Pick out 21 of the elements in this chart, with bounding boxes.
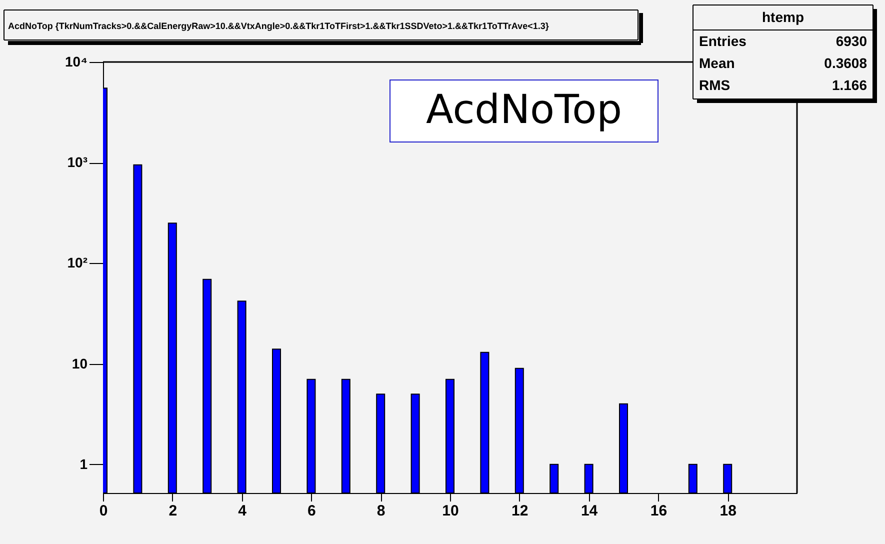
y-tick-label: 10³ xyxy=(67,154,88,170)
y-tick-label: 10² xyxy=(67,254,88,271)
x-tick-label: 2 xyxy=(168,502,178,520)
x-tick-label: 14 xyxy=(580,502,598,520)
y-tick-label: 1 xyxy=(80,456,88,472)
x-tick-label: 16 xyxy=(650,502,668,520)
text: Entries 6930 xyxy=(699,33,867,49)
x-tick-label: 18 xyxy=(720,502,736,520)
x-tick-label: 0 xyxy=(99,502,108,520)
text: RMS 1.166 xyxy=(699,77,867,93)
annotation: AcdNoTop xyxy=(426,87,622,133)
text: htemp xyxy=(762,9,804,25)
x-tick-label: 12 xyxy=(512,502,528,520)
x-tick-label: 6 xyxy=(308,502,316,520)
x-tick-label: 8 xyxy=(376,502,386,520)
y-tick-label: 10⁴ xyxy=(65,54,88,70)
text: Mean 0.3608 xyxy=(699,55,867,71)
y-tick-label: 10 xyxy=(72,355,88,372)
x-tick-label: 4 xyxy=(238,502,248,520)
x-tick-label: 10 xyxy=(442,502,459,520)
chart-title: AcdNoTop {TkrNumTracks>0.&&CalEnergyRaw>10.&&VtxAngle>0.&&Tkr1ToTFirst>1.&&Tkr1SSDVeto>1.&&Tkr1ToTTrAve<1.3} xyxy=(8,21,550,31)
